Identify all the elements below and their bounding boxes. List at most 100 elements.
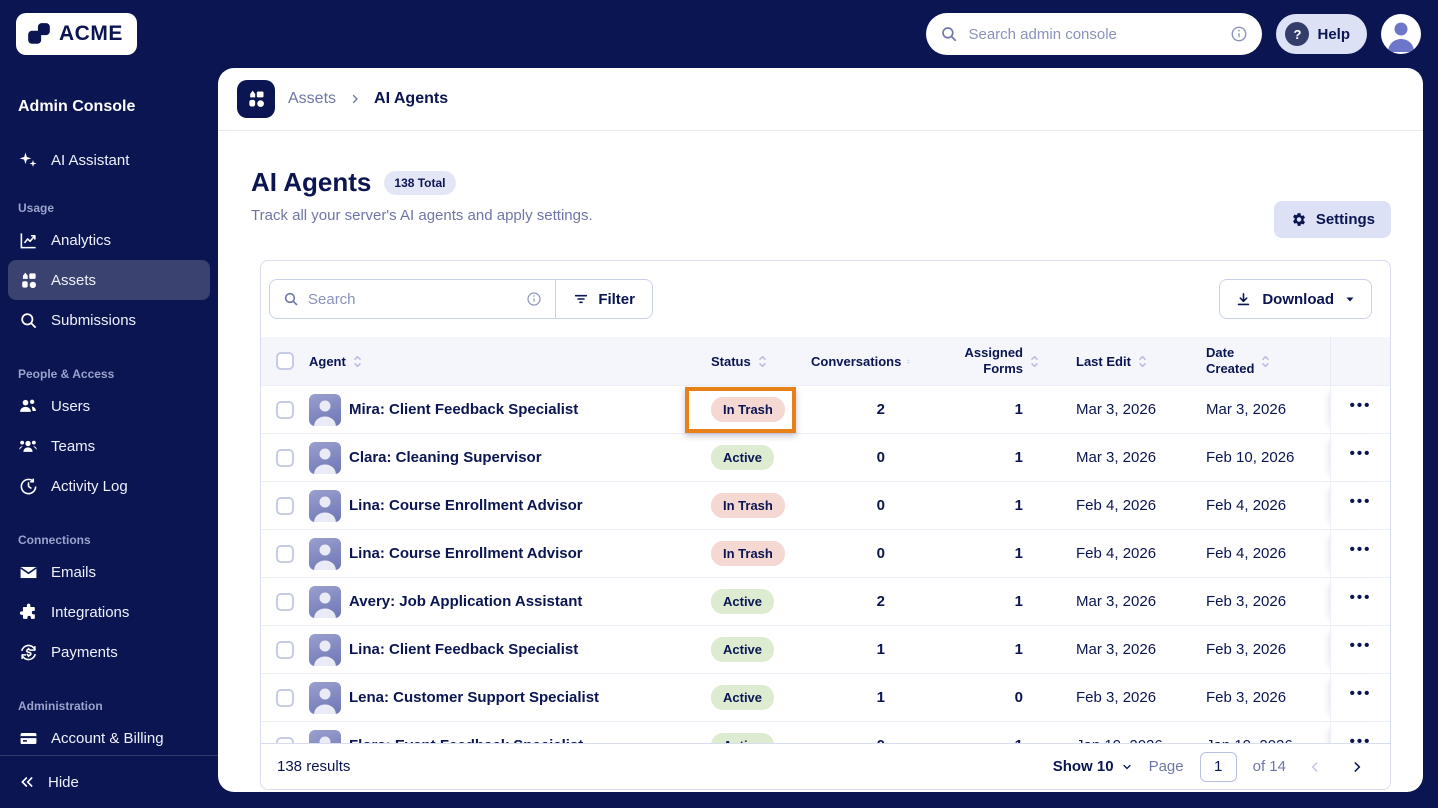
agent-name: Mira: Client Feedback Specialist — [349, 401, 579, 418]
sidebar-item-assets[interactable]: Assets — [8, 260, 210, 300]
status-badge: Active — [711, 589, 775, 614]
sidebar-item-label: Assets — [51, 271, 97, 289]
row-actions-button[interactable]: ••• — [1330, 434, 1390, 481]
page-number-input[interactable] — [1199, 751, 1237, 782]
sidebar-item-activity-log[interactable]: Activity Log — [8, 466, 210, 506]
sidebar-item-ai-assistant[interactable]: AI Assistant — [8, 140, 210, 180]
page-total-label: of 14 — [1252, 758, 1286, 775]
previous-page-button[interactable] — [1302, 758, 1328, 776]
user-avatar[interactable] — [1381, 14, 1421, 54]
download-label: Download — [1262, 290, 1334, 308]
caret-down-icon — [1344, 293, 1356, 305]
column-header-agent[interactable]: Agent — [309, 354, 701, 369]
row-actions-button[interactable]: ••• — [1330, 578, 1390, 625]
table-row[interactable]: Avery: Job Application Assistant Active … — [261, 577, 1390, 625]
filter-button[interactable]: Filter — [556, 280, 652, 318]
sidebar-title: Admin Console — [18, 98, 136, 115]
filter-icon — [573, 291, 589, 307]
table-row[interactable]: Clara: Cleaning Supervisor Active 0 1 Ma… — [261, 433, 1390, 481]
info-icon[interactable] — [526, 291, 542, 307]
table-search — [270, 280, 557, 318]
info-icon[interactable] — [1230, 25, 1248, 43]
column-header-last-edit[interactable]: Last Edit — [1051, 354, 1191, 369]
table-row[interactable]: Mira: Client Feedback Specialist In Tras… — [261, 385, 1390, 433]
row-checkbox[interactable] — [276, 400, 294, 419]
column-header-assigned-forms[interactable]: Assigned Forms — [921, 345, 1051, 376]
date-created: Feb 3, 2026 — [1206, 689, 1287, 706]
agent-name: Lina: Course Enrollment Advisor — [349, 497, 583, 514]
results-count: 138 results — [277, 758, 351, 775]
row-actions-button[interactable]: ••• — [1330, 626, 1390, 673]
table-row[interactable]: Lina: Course Enrollment Advisor In Trash… — [261, 529, 1390, 577]
row-actions-button[interactable]: ••• — [1330, 386, 1390, 433]
column-header-status[interactable]: Status — [701, 354, 811, 369]
sidebar-item-analytics[interactable]: Analytics — [8, 220, 210, 260]
sidebar-item-submissions[interactable]: Submissions — [8, 300, 210, 340]
agent-name: Lina: Client Feedback Specialist — [349, 641, 579, 658]
row-checkbox[interactable] — [276, 448, 294, 467]
sort-icon[interactable] — [1259, 354, 1272, 369]
row-checkbox[interactable] — [276, 544, 294, 563]
sidebar-item-account-billing[interactable]: Account & Billing — [8, 718, 210, 755]
row-checkbox[interactable] — [276, 640, 294, 659]
date-created: Feb 4, 2026 — [1206, 545, 1287, 562]
row-actions-button[interactable]: ••• — [1330, 482, 1390, 529]
row-checkbox[interactable] — [276, 688, 294, 707]
last-edit-date: Mar 3, 2026 — [1076, 401, 1157, 418]
table-search-input[interactable] — [308, 290, 518, 308]
sort-icon[interactable] — [1028, 354, 1041, 369]
breadcrumb-current: AI Agents — [374, 90, 449, 107]
settings-button[interactable]: Settings — [1273, 201, 1391, 238]
sort-icon[interactable] — [351, 354, 364, 369]
assigned-forms-count: 1 — [1014, 545, 1023, 562]
row-checkbox[interactable] — [276, 592, 294, 611]
admin-search-input[interactable] — [968, 25, 1221, 43]
last-edit-date: Mar 3, 2026 — [1076, 449, 1157, 466]
sort-icon[interactable] — [906, 354, 911, 369]
sidebar-item-label: Submissions — [51, 311, 137, 329]
table-row[interactable]: Lena: Customer Support Specialist Active… — [261, 673, 1390, 721]
next-page-button[interactable] — [1344, 758, 1370, 776]
sidebar-item-users[interactable]: Users — [8, 386, 210, 426]
row-checkbox[interactable] — [276, 496, 294, 515]
sidebar-item-emails[interactable]: Emails — [8, 552, 210, 592]
download-button[interactable]: Download — [1219, 279, 1372, 319]
assigned-forms-count: 1 — [1014, 641, 1023, 658]
agent-avatar — [309, 393, 341, 426]
page-header: AI Agents 138 Total Track all your serve… — [218, 131, 1423, 238]
sidebar-item-integrations[interactable]: Integrations — [8, 592, 210, 632]
acme-logo[interactable]: ACME — [16, 13, 137, 55]
download-icon — [1235, 291, 1252, 308]
search-filter-group: Filter — [269, 279, 653, 319]
help-button[interactable]: ? Help — [1276, 14, 1367, 54]
column-header-actions — [1330, 337, 1390, 385]
row-actions-button[interactable]: ••• — [1330, 530, 1390, 577]
assets-breadcrumb-icon — [237, 80, 275, 118]
column-header-date-created[interactable]: Date Created — [1191, 345, 1330, 376]
ellipsis-icon: ••• — [1349, 493, 1372, 510]
breadcrumb-assets-link[interactable]: Assets — [288, 90, 337, 107]
credit-card-icon — [18, 729, 38, 748]
table-row[interactable]: Lina: Client Feedback Specialist Active … — [261, 625, 1390, 673]
row-actions-button[interactable]: ••• — [1330, 674, 1390, 721]
last-edit-date: Feb 4, 2026 — [1076, 497, 1157, 514]
column-header-conversations[interactable]: Conversations — [811, 354, 921, 369]
last-edit-date: Feb 3, 2026 — [1076, 689, 1157, 706]
sidebar-hide-button[interactable]: Hide — [0, 755, 218, 808]
acme-logo-icon — [26, 21, 52, 47]
agent-name: Lina: Course Enrollment Advisor — [349, 545, 583, 562]
sidebar-item-payments[interactable]: Payments — [8, 632, 210, 672]
table-toolbar: Filter Download — [261, 261, 1390, 337]
sidebar-item-teams[interactable]: Teams — [8, 426, 210, 466]
table-row[interactable]: Lina: Course Enrollment Advisor In Trash… — [261, 481, 1390, 529]
sort-icon[interactable] — [756, 354, 769, 369]
agent-avatar — [309, 633, 341, 666]
agent-avatar — [309, 489, 341, 522]
show-per-page-dropdown[interactable]: Show 10 — [1053, 758, 1133, 775]
ellipsis-icon: ••• — [1349, 589, 1372, 606]
assigned-forms-count: 0 — [1014, 689, 1023, 706]
select-all-checkbox[interactable] — [276, 352, 294, 370]
agent-name: Avery: Job Application Assistant — [349, 593, 583, 610]
date-created: Mar 3, 2026 — [1206, 401, 1287, 418]
sort-icon[interactable] — [1136, 354, 1149, 369]
